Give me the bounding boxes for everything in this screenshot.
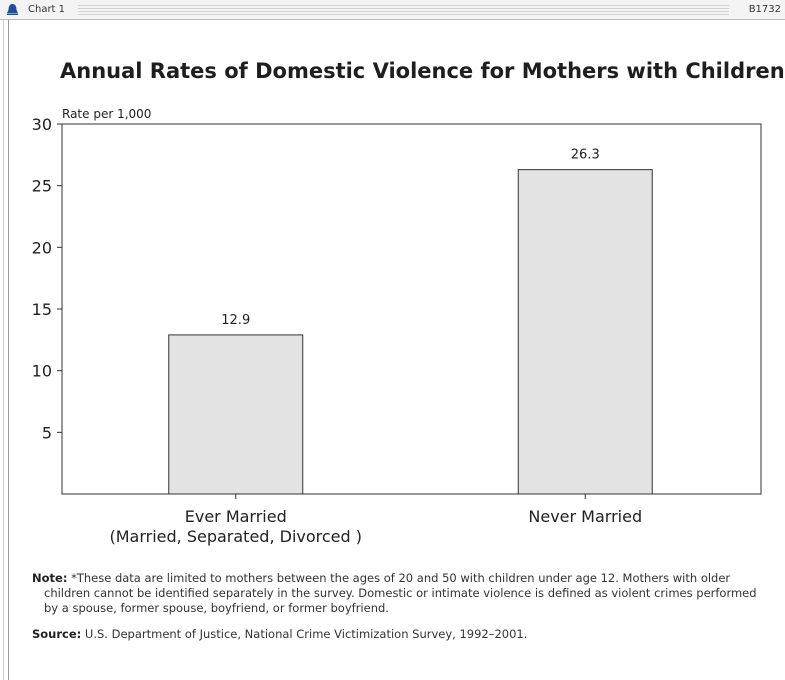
chart-title: Annual Rates of Domestic Violence for Mo…	[60, 58, 785, 83]
bar	[517, 169, 653, 495]
bar-value-label: 26.3	[571, 148, 600, 163]
y-tick-label: 20	[32, 238, 52, 257]
bell-icon	[7, 4, 18, 15]
title-bar-stripes	[78, 5, 729, 15]
y-tick-label: 15	[32, 300, 52, 319]
y-tick-label: 30	[32, 115, 52, 134]
x-tick-label: Ever Married	[185, 507, 287, 526]
chart-note: Note: *These data are limited to mothers…	[32, 571, 762, 616]
plot-area-frame	[61, 123, 762, 495]
source-text: U.S. Department of Justice, National Cri…	[81, 627, 528, 641]
document-id: B1732	[748, 4, 781, 15]
chart-source: Source: U.S. Department of Justice, Nati…	[32, 627, 762, 642]
note-text: *These data are limited to mothers betwe…	[44, 571, 757, 615]
y-tick-label: 5	[42, 423, 52, 442]
window-title-bar[interactable]: Chart 1 B1732	[0, 0, 785, 20]
y-axis-label: Rate per 1,000	[62, 107, 151, 121]
y-tick-label: 10	[32, 362, 52, 381]
window-title: Chart 1	[28, 4, 66, 15]
source-label: Source:	[32, 627, 82, 641]
bar-chart: Rate per 1,000 5 10 15 20 25 30 12.9 Ever Marrie…	[32, 107, 762, 546]
x-tick-label: Never Married	[528, 507, 642, 526]
chart-title-text: Annual Rates of Domestic Violence for Mo…	[60, 59, 785, 83]
bar-value-label: 12.9	[221, 313, 250, 328]
window-frame-edge	[0, 20, 9, 680]
x-tick-label: (Married, Separated, Divorced )	[109, 527, 362, 546]
bar	[168, 334, 304, 495]
y-tick-label: 25	[32, 177, 52, 196]
note-label: Note:	[32, 571, 68, 585]
